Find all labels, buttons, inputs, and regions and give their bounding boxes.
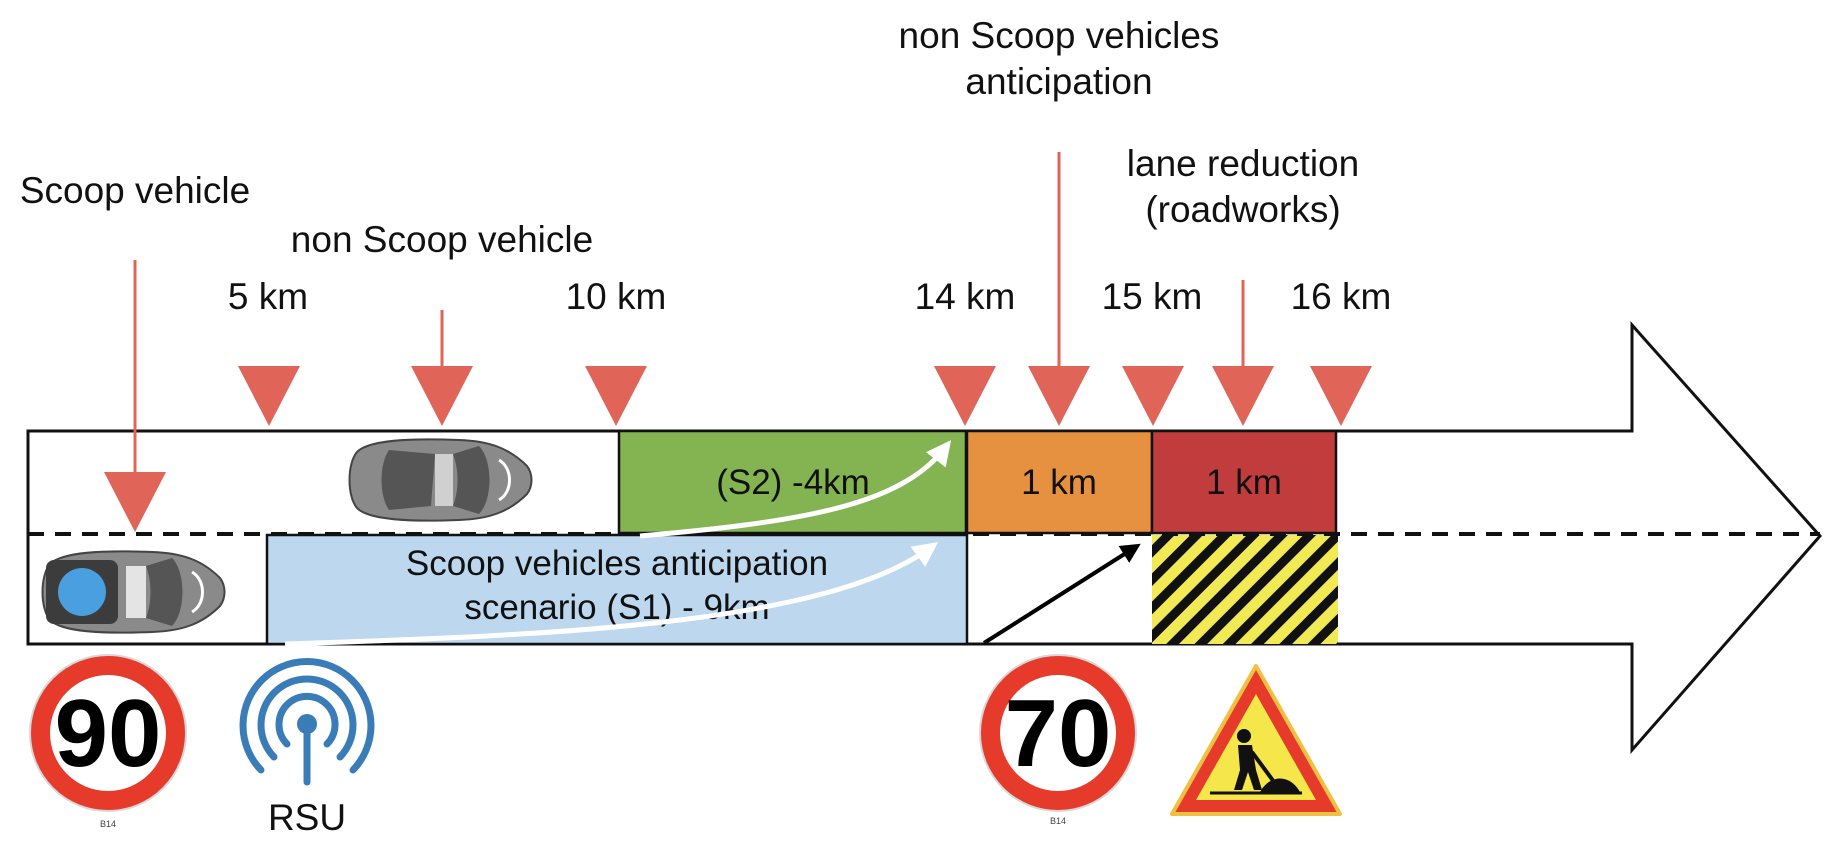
marker-triangle-14km bbox=[934, 366, 996, 426]
merge-arrow bbox=[982, 543, 1141, 645]
marker-triangle-anticipation bbox=[1028, 366, 1090, 426]
roadworks-warning-sign-icon bbox=[1170, 664, 1342, 816]
label-anticipation-line1: non Scoop vehicles bbox=[899, 15, 1220, 56]
zone-s1-label-line2: scenario (S1) - 9km bbox=[464, 588, 769, 627]
zone-s2-label: (S2) -4km bbox=[716, 463, 870, 502]
antenna-icon bbox=[239, 658, 375, 786]
km-label-10: 10 km bbox=[566, 276, 667, 317]
label-non-scoop-vehicle: non Scoop vehicle bbox=[291, 219, 593, 260]
zone-orange bbox=[965, 429, 1154, 535]
km-marker-triangles bbox=[104, 366, 1372, 532]
km-label-16: 16 km bbox=[1291, 276, 1392, 317]
km-label-5: 5 km bbox=[228, 276, 308, 317]
speed-limit-90-value: 90 bbox=[55, 680, 162, 787]
zone-s1-label-line1: Scoop vehicles anticipation bbox=[406, 544, 828, 583]
km-label-14: 14 km bbox=[915, 276, 1016, 317]
km-label-15: 15 km bbox=[1102, 276, 1203, 317]
sign-code-90: B14 bbox=[100, 819, 116, 829]
marker-triangle-5km bbox=[238, 366, 300, 426]
speed-limit-90-sign: 90 B14 bbox=[29, 654, 187, 829]
rsu-label: RSU bbox=[268, 797, 346, 838]
car-top-view-icon bbox=[348, 438, 533, 522]
zone-roadworks-hatch bbox=[1152, 535, 1338, 644]
label-lane-reduction-line1: lane reduction bbox=[1127, 143, 1359, 184]
marker-triangle-16km bbox=[1310, 366, 1372, 426]
scoop-indicator-icon bbox=[58, 568, 106, 616]
marker-stems bbox=[133, 152, 1245, 474]
label-lane-reduction-line2: (roadworks) bbox=[1145, 189, 1340, 230]
marker-triangle-15km bbox=[1122, 366, 1184, 426]
speed-limit-70-value: 70 bbox=[1005, 680, 1112, 787]
marker-triangle-lane-reduction bbox=[1212, 366, 1274, 426]
scoop-car-icon bbox=[41, 550, 226, 634]
marker-triangle-10km bbox=[585, 366, 647, 426]
marker-triangle-scoop bbox=[104, 472, 166, 532]
marker-triangle-nonscoop bbox=[411, 366, 473, 426]
sign-code-70: B14 bbox=[1050, 816, 1066, 826]
zone-red bbox=[1150, 429, 1338, 535]
speed-limit-70-sign: 70 B14 bbox=[979, 654, 1137, 826]
label-scoop-vehicle: Scoop vehicle bbox=[20, 170, 250, 211]
label-anticipation-line2: anticipation bbox=[965, 61, 1152, 102]
s1-anticipation-arrow bbox=[284, 542, 939, 647]
zone-orange-label: 1 km bbox=[1021, 463, 1097, 502]
s2-anticipation-arrow bbox=[639, 440, 952, 539]
zone-red-label: 1 km bbox=[1206, 463, 1282, 502]
